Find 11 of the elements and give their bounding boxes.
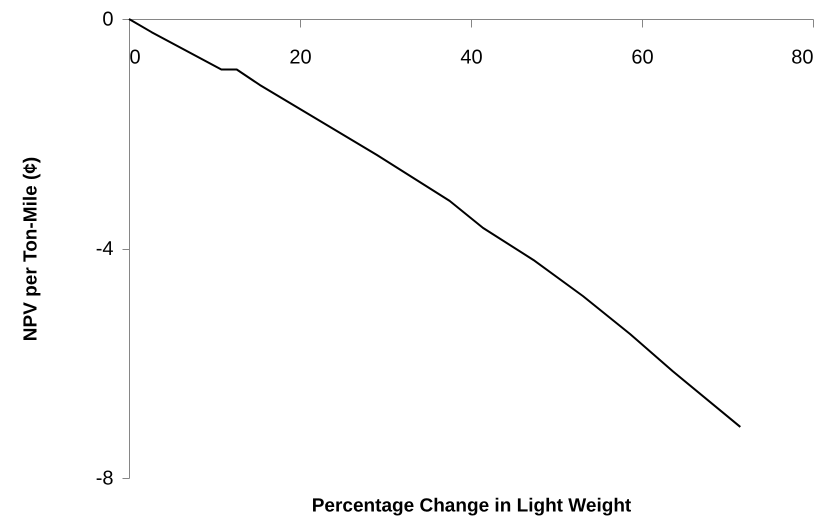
y-tick-label: -8 (96, 468, 114, 490)
y-axis-title: NPV per Ton-Mile (¢) (20, 156, 42, 342)
x-tick-label: 0 (130, 46, 141, 68)
y-tick-label: 0 (102, 8, 114, 30)
x-tick-label: 40 (460, 46, 483, 68)
line-series (128, 18, 742, 428)
y-tick-label: -4 (96, 238, 114, 260)
x-tick-label: 20 (289, 46, 312, 68)
x-tick-label: 80 (791, 46, 814, 68)
x-axis-title: Percentage Change in Light Weight (312, 496, 632, 516)
x-tick-label: 60 (631, 46, 654, 68)
